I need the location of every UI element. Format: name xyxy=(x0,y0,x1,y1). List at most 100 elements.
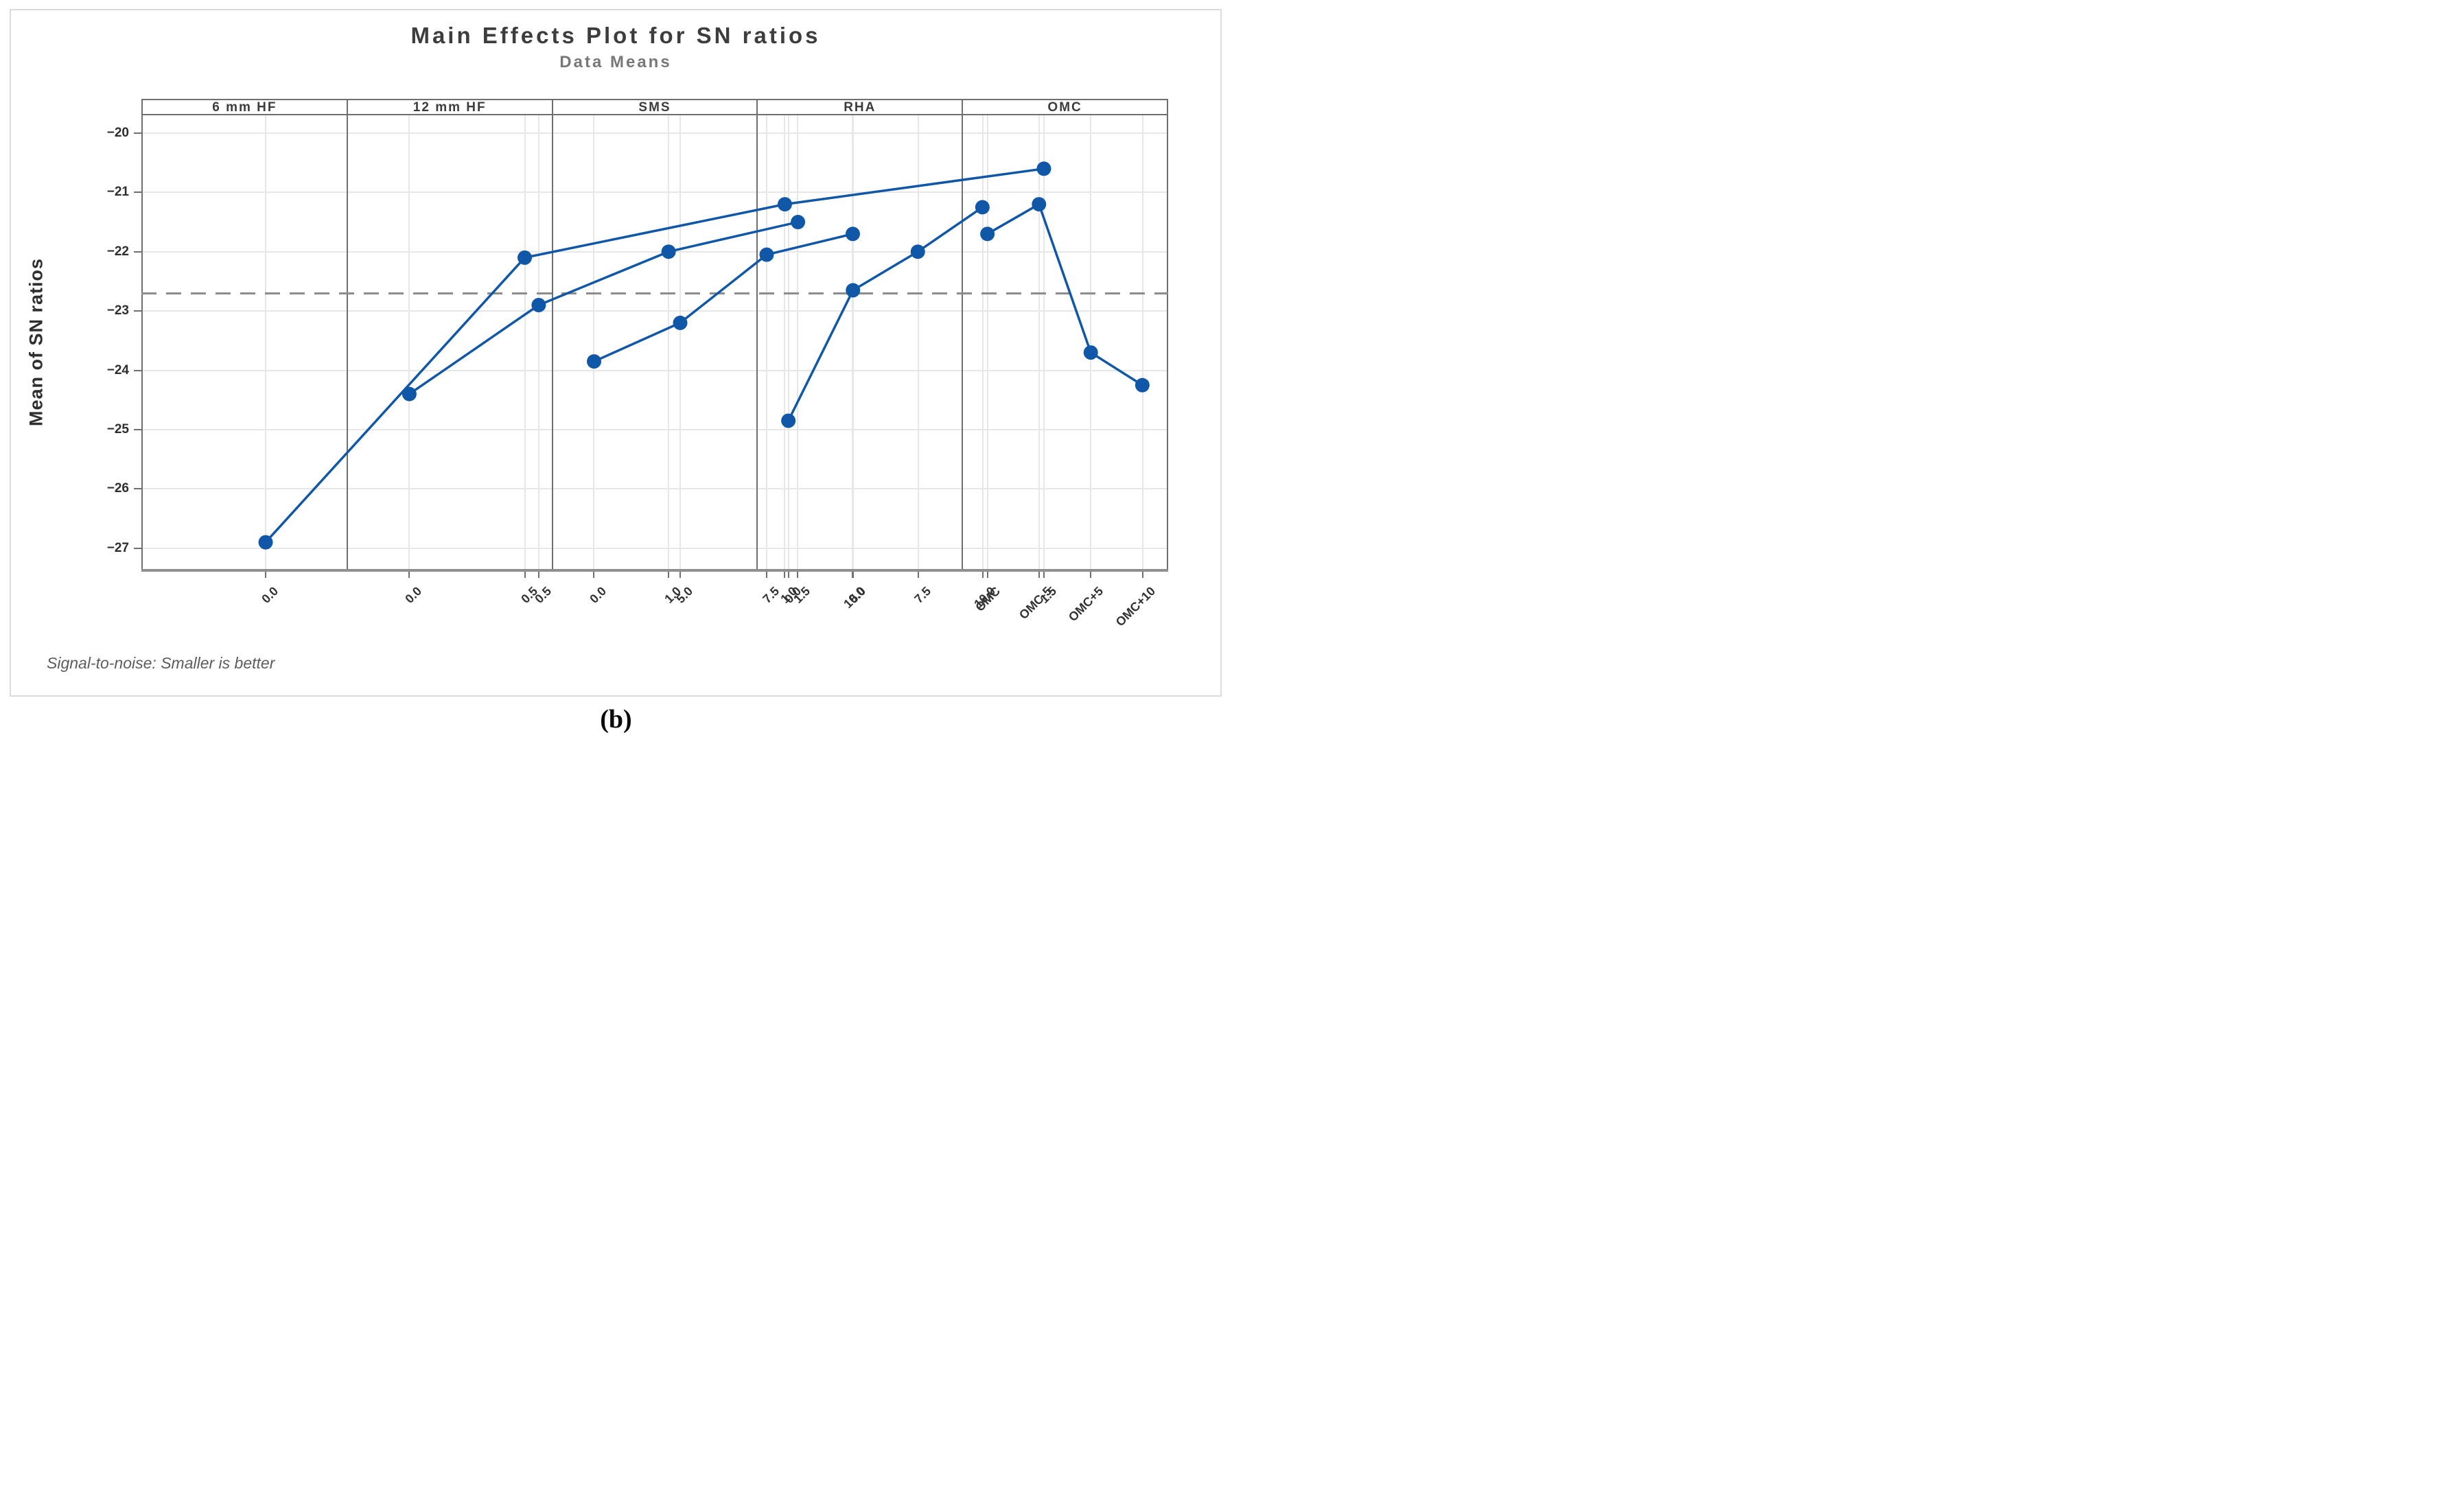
data-point xyxy=(258,535,273,550)
reference-line xyxy=(141,292,1168,295)
x-tick-mark xyxy=(593,572,595,578)
chart-subtitle: Data Means xyxy=(559,53,672,71)
series-line xyxy=(586,226,860,369)
y-tick-label: −24 xyxy=(106,362,129,377)
panel-plot-area: 0.0 0.5 1.0 1.5 xyxy=(347,115,813,606)
panel-plot-area: 0.0 5.0 7.5 10.0 xyxy=(553,115,868,611)
y-tick-label: −25 xyxy=(106,421,129,437)
footer-note: Signal-to-noise: Smaller is better xyxy=(47,654,275,672)
panel-plot-area: OMC OMC-5 OMC+5 OMC+10 xyxy=(963,115,1167,629)
data-point xyxy=(518,250,533,265)
data-point xyxy=(531,297,546,312)
h-gridline xyxy=(553,428,757,430)
v-gridline xyxy=(788,115,790,569)
y-tick-label: −26 xyxy=(106,481,129,496)
x-tick-mark xyxy=(1090,572,1092,578)
v-gridline xyxy=(524,115,526,569)
h-gridline xyxy=(143,369,347,371)
x-tick-mark xyxy=(524,572,526,578)
h-gridline xyxy=(143,547,347,549)
x-tick-mark xyxy=(1038,572,1040,578)
v-gridline xyxy=(265,115,267,569)
x-tick-mark xyxy=(784,572,786,578)
x-tick-mark xyxy=(981,572,984,578)
y-tick-mark xyxy=(134,251,141,253)
h-gridline xyxy=(553,251,757,253)
panel-title: OMC xyxy=(1047,100,1082,115)
y-tick-label: −21 xyxy=(106,185,129,200)
h-gridline xyxy=(347,132,552,134)
x-tick-mark xyxy=(1043,572,1045,578)
y-axis-label: Mean of SN ratios xyxy=(25,257,47,427)
h-gridline xyxy=(553,132,757,134)
x-tick-mark xyxy=(265,572,267,578)
data-point xyxy=(845,226,860,242)
h-gridline xyxy=(143,310,347,312)
series-line xyxy=(258,161,1051,550)
screenshot-page: Main Effects Plot for SN ratios Data Mea… xyxy=(0,0,1232,744)
x-tick-mark xyxy=(852,572,854,578)
x-tick-mark xyxy=(408,572,410,578)
v-gridline xyxy=(1038,115,1040,569)
data-point xyxy=(980,226,995,242)
y-tick-mark xyxy=(134,132,141,134)
x-tick-mark xyxy=(986,572,988,578)
v-gridline xyxy=(765,115,767,569)
panel-sms: SMS 0.0 5.0 7.5 10.0 xyxy=(553,99,868,611)
y-tick-label: −27 xyxy=(106,540,129,555)
h-gridline xyxy=(758,251,962,253)
x-tick-label: OMC+10 xyxy=(1113,584,1158,629)
h-gridline xyxy=(963,547,1167,549)
h-gridline xyxy=(963,132,1167,134)
h-gridline xyxy=(963,488,1167,490)
v-gridline xyxy=(408,115,410,569)
h-gridline xyxy=(143,251,347,253)
data-point xyxy=(402,386,417,402)
h-gridline xyxy=(963,191,1167,194)
panels-row: 6 mm HF 0.0 0.5 1.0 1.5 12 mm HF 0.0 0.5 1.0 1.5 S… xyxy=(141,99,1168,629)
y-tick-mark xyxy=(134,547,141,549)
h-gridline xyxy=(758,191,962,194)
v-gridline xyxy=(784,115,786,569)
x-tick-mark xyxy=(679,572,681,578)
panel-header: SMS xyxy=(553,99,757,115)
h-gridline xyxy=(347,191,552,194)
y-axis: −20 −21 −22 −23 −24 −25 −26 −27 xyxy=(80,10,129,695)
h-gridline xyxy=(347,251,552,253)
x-axis-line xyxy=(141,569,1168,572)
y-tick-mark xyxy=(134,428,141,430)
x-tick-mark xyxy=(788,572,790,578)
h-gridline xyxy=(347,547,552,549)
v-gridline xyxy=(852,115,855,569)
h-gridline xyxy=(347,310,552,312)
x-tick-mark xyxy=(917,572,919,578)
h-gridline xyxy=(347,488,552,490)
data-point xyxy=(975,200,990,215)
panel-title: 6 mm HF xyxy=(212,100,277,115)
panel-header: OMC xyxy=(963,99,1167,115)
h-gridline xyxy=(143,488,347,490)
y-tick-mark xyxy=(134,488,141,490)
panel-header: 6 mm HF xyxy=(143,99,347,115)
h-gridline xyxy=(963,369,1167,371)
y-tick-mark xyxy=(134,310,141,312)
h-gridline xyxy=(553,488,757,490)
data-point xyxy=(1083,345,1098,360)
y-tick-label: −20 xyxy=(106,125,129,140)
v-gridline xyxy=(593,115,595,569)
panel-omc: OMC OMC OMC-5 OMC+5 OMC+10 xyxy=(963,99,1168,629)
v-gridline xyxy=(852,115,854,569)
panel-rha: RHA 0.0 5.0 7.5 10.0 xyxy=(758,99,998,611)
panel-header: RHA xyxy=(758,99,962,115)
v-gridline xyxy=(537,115,539,569)
data-point xyxy=(846,283,861,298)
data-point xyxy=(1036,161,1051,176)
data-point xyxy=(673,315,688,330)
h-gridline xyxy=(143,191,347,194)
data-point xyxy=(661,244,676,259)
h-gridline xyxy=(553,547,757,549)
data-point xyxy=(759,247,774,262)
v-gridline xyxy=(1090,115,1092,569)
x-tick-label: 0.0 xyxy=(402,584,425,606)
h-gridline xyxy=(963,251,1167,253)
